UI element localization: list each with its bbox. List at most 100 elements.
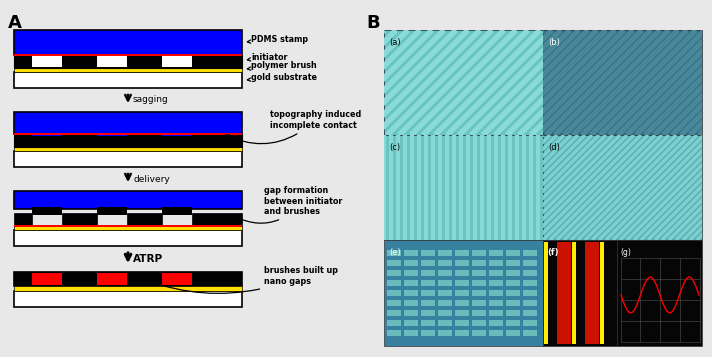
Bar [543,30,702,135]
Bar [384,30,543,135]
Bar [543,30,702,135]
Bar [543,30,702,135]
Bar [384,135,543,240]
Bar [543,30,702,135]
Bar [543,30,702,135]
Bar [543,30,702,135]
Bar [384,30,543,135]
Bar [438,260,452,266]
Bar [557,242,571,344]
Bar [489,280,503,286]
Bar [543,135,702,240]
Bar [523,270,537,276]
Bar [543,30,702,135]
Bar [384,135,543,240]
Bar [14,225,242,227]
Bar [384,30,543,135]
Bar [387,270,401,276]
Text: sagging: sagging [133,96,169,105]
Bar [97,273,127,285]
Text: (g): (g) [620,248,631,257]
Bar [14,151,242,167]
Bar [384,240,543,346]
Bar [384,135,543,240]
Bar [543,135,702,240]
Bar [384,30,543,135]
Bar [438,310,452,316]
Bar [32,56,62,67]
Bar [543,135,702,240]
Bar [617,240,702,346]
Bar [387,320,401,326]
Bar [384,135,543,240]
Bar [489,330,503,336]
Bar [489,310,503,316]
Bar [543,135,702,240]
Bar [404,250,418,256]
Bar [421,330,435,336]
Bar [404,300,418,306]
Bar [384,30,543,135]
Bar [506,300,520,306]
Bar [62,213,97,226]
Bar [572,242,576,344]
Bar [543,135,702,240]
Bar [543,30,702,135]
Text: brushes built up
nano gaps: brushes built up nano gaps [147,266,338,293]
Bar [162,131,192,136]
Bar [543,30,702,135]
Bar [384,135,543,240]
Bar [455,280,469,286]
Bar [384,135,543,240]
Bar [384,30,543,135]
Bar [384,135,543,240]
Bar [489,270,503,276]
Bar [617,240,702,346]
Bar [384,135,543,240]
Bar [543,135,702,240]
Bar [506,320,520,326]
Bar [14,291,242,307]
Bar [455,250,469,256]
Bar [384,30,543,135]
Bar [384,30,543,135]
Bar [543,135,702,240]
Bar [384,30,543,135]
Bar [617,240,702,346]
Bar [543,135,702,240]
Bar [617,240,702,346]
Text: delivery: delivery [133,175,169,183]
Bar [543,30,702,135]
Bar [14,226,242,230]
Bar [404,280,418,286]
Bar [404,260,418,266]
Bar [384,135,543,240]
Bar [472,320,486,326]
Bar [384,135,543,240]
Text: (a): (a) [389,38,401,47]
Bar [489,260,503,266]
Bar [384,30,543,135]
Bar [384,30,543,135]
Bar [543,30,702,135]
Bar [617,240,702,346]
Bar [543,30,702,135]
Bar [523,260,537,266]
Bar [543,135,702,240]
Bar [543,135,702,240]
Bar [543,135,702,240]
Bar [543,30,702,135]
Bar [543,30,702,135]
Bar [438,320,452,326]
Bar [404,270,418,276]
Bar [543,30,702,135]
Text: (b): (b) [548,38,560,47]
Bar [384,30,543,135]
Bar [421,250,435,256]
Bar [438,290,452,296]
Bar [32,273,62,285]
Bar [543,135,702,240]
Bar [384,135,543,240]
Bar [506,310,520,316]
Bar [97,207,127,215]
